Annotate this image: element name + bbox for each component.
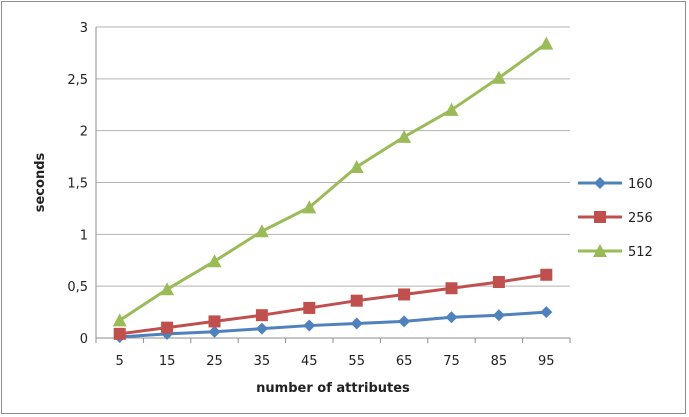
y-tick-label: 3: [80, 21, 88, 36]
data-point-512: [349, 159, 364, 173]
data-point-160: [540, 306, 553, 319]
legend-marker: [594, 177, 606, 189]
data-point-512: [491, 70, 506, 84]
data-point-160: [445, 311, 458, 324]
series-line-512: [118, 42, 548, 322]
series-512: [112, 36, 554, 327]
data-point-160: [208, 325, 221, 338]
data-point-256: [113, 327, 126, 340]
y-tick-label: 0,5: [67, 280, 88, 295]
x-tick-label: 95: [538, 354, 555, 369]
data-point-256: [255, 309, 268, 322]
data-point-256: [445, 282, 458, 295]
x-tick-label: 5: [116, 354, 124, 369]
legend-label: 512: [628, 245, 653, 260]
series-line-160: [119, 310, 547, 339]
x-tick-label: 65: [396, 354, 413, 369]
data-point-512: [539, 36, 554, 50]
data-point-512: [254, 224, 269, 238]
data-point-256: [161, 321, 174, 334]
data-point-256: [350, 294, 363, 307]
x-axis-title: number of attributes: [256, 381, 410, 396]
legend-item-256: 256: [578, 211, 653, 226]
data-point-512: [302, 200, 317, 214]
data-point-160: [492, 309, 505, 322]
legend-label: 256: [628, 211, 653, 226]
data-point-160: [398, 315, 411, 328]
data-point-256: [540, 268, 553, 281]
x-tick-label: 35: [254, 354, 271, 369]
x-tick-label: 45: [301, 354, 318, 369]
legend: 160 256 512: [578, 177, 653, 260]
y-tick-label: 0: [80, 332, 88, 347]
data-point-160: [303, 319, 316, 332]
y-axis-title: seconds: [33, 152, 48, 212]
y-tick-label: 2: [80, 125, 88, 140]
series-256: [113, 268, 553, 340]
data-point-512: [112, 313, 127, 327]
data-point-160: [255, 322, 268, 335]
legend-item-160: 160: [578, 177, 653, 192]
data-point-256: [208, 315, 221, 328]
data-point-512: [444, 102, 459, 116]
data-point-512: [207, 254, 222, 268]
data-point-512: [160, 282, 175, 296]
y-tick-label: 2,5: [67, 73, 88, 88]
legend-item-512: 512: [578, 244, 653, 260]
x-tick-label: 85: [491, 354, 508, 369]
legend-marker: [594, 211, 606, 223]
axes: 00,511,522,535 15 25 35 45 55 65 75 85 95: [67, 21, 571, 369]
data-point-256: [398, 288, 411, 301]
data-point-512: [397, 129, 412, 143]
data-point-256: [492, 276, 505, 289]
x-tick-label: 55: [348, 354, 365, 369]
x-tick-label: 25: [206, 354, 223, 369]
series: [112, 36, 554, 343]
legend-marker: [593, 244, 607, 257]
y-tick-label: 1: [80, 228, 88, 243]
series-line-256: [119, 273, 547, 336]
legend-label: 160: [628, 177, 653, 192]
x-tick-label: 75: [443, 354, 460, 369]
y-tick-label: 1,5: [67, 177, 88, 192]
x-tick-label: 15: [159, 354, 176, 369]
data-point-160: [350, 317, 363, 330]
data-point-256: [303, 301, 316, 314]
gridlines: [96, 26, 570, 287]
